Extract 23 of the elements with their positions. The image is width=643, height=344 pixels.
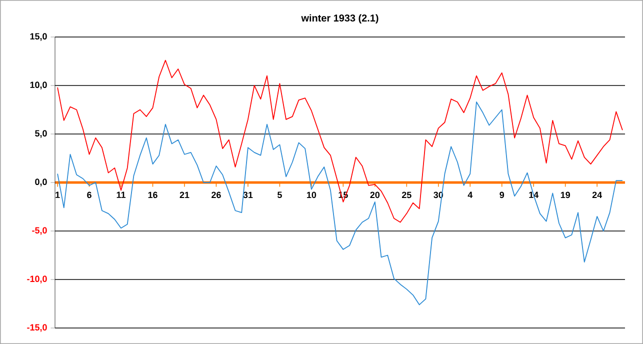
x-tick-label: 16 xyxy=(148,192,158,198)
y-tick-label: 5,0 xyxy=(35,130,47,138)
x-tick-label: 20 xyxy=(370,192,380,198)
y-tick-label: 15,0 xyxy=(30,33,47,41)
y-tick-label: 10,0 xyxy=(30,82,47,90)
x-tick-label: 4 xyxy=(468,192,473,198)
x-tick-label: 19 xyxy=(560,192,570,198)
x-tick-label: 24 xyxy=(592,192,602,198)
y-tick-label: -15,0 xyxy=(27,324,47,332)
x-tick-label: 11 xyxy=(116,192,126,198)
y-tick-label: -5,0 xyxy=(32,227,47,235)
x-tick-label: 21 xyxy=(180,192,190,198)
y-tick-label: 0,0 xyxy=(35,178,47,186)
x-tick-label: 9 xyxy=(500,192,504,198)
x-tick-label: 26 xyxy=(212,192,221,198)
line-series xyxy=(57,102,623,306)
chart-title: winter 1933 (2.1) xyxy=(301,14,378,24)
x-tick-label: 10 xyxy=(307,192,316,198)
y-tick-label: -10,0 xyxy=(27,276,47,284)
x-tick-label: 5 xyxy=(277,192,282,198)
x-tick-label: 6 xyxy=(87,192,92,198)
x-tick-label: 1 xyxy=(56,192,60,198)
x-tick-label: 25 xyxy=(402,192,412,198)
